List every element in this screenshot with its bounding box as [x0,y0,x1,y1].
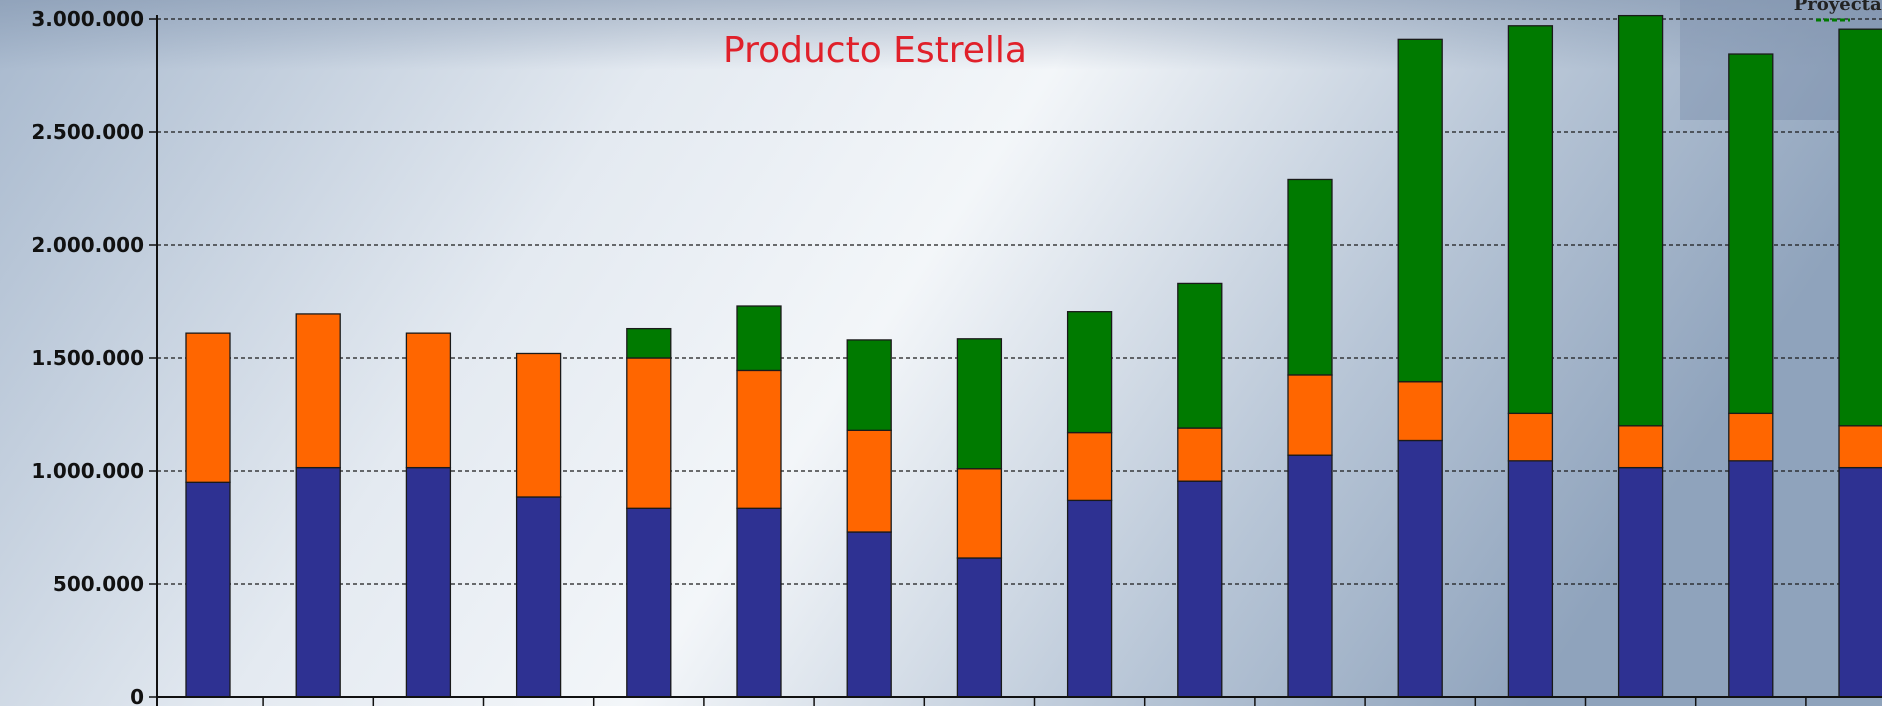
bar-segment [1287,178,1333,376]
bar-segment [1287,454,1333,698]
bar-segment [1177,282,1223,429]
y-tick-label: 1.000.000 [31,459,144,483]
bar-segment [1838,28,1882,427]
bar-segment [405,332,452,469]
bar-segment [1066,431,1113,502]
bar-segment [736,369,782,509]
bar-segment [956,468,1003,559]
chart-subtitle: Producto Estrella [723,30,1027,71]
bar-segment [185,481,231,698]
bar-segment [1397,439,1443,698]
y-tick-label: 3.000.000 [31,7,144,31]
bar-segment [846,339,892,431]
bar-segment [1287,374,1333,456]
title-band [0,0,1882,70]
bar-segment [1838,466,1882,698]
axes [149,15,1882,706]
bar-segment [185,332,231,483]
bar-segment [1617,14,1664,427]
bar-segment [626,357,672,509]
bar-segment [1838,425,1882,469]
bar-segment [736,305,782,372]
y-tick-label: 1.500.000 [31,346,144,370]
y-tick-label: 500.000 [53,572,144,596]
y-tick-label: 2.500.000 [31,120,144,144]
bar-segment [1397,381,1443,442]
bar-segment [1066,499,1113,698]
bar-segment [626,327,672,359]
y-tick-label: 0 [130,685,144,706]
bar-segment [1177,480,1223,698]
bar-segment [956,338,1003,470]
bar-segment [626,507,672,698]
y-tick-label: 2.000.000 [31,233,144,257]
bar-segment [956,557,1003,698]
bar-segment [1177,427,1223,482]
bar-segment [1728,53,1774,415]
bar-segment [846,531,892,698]
bar-segment [736,507,782,698]
projected-label: Proyectado [1794,0,1882,15]
bar-segment [1066,311,1113,434]
bar-segment [1507,460,1554,698]
bar-segment [295,313,341,469]
bar-segment [405,466,452,698]
bar-segment [515,496,562,698]
bar-segment [1728,460,1774,698]
bar-segment [1617,466,1664,698]
bar-segment [1728,412,1774,462]
bar-segment [295,466,341,698]
bar-segment [515,352,562,498]
bars [185,14,1882,698]
bar-segment [1617,425,1664,469]
bar-segment [1397,38,1443,383]
bar-segment [1507,25,1554,415]
bar-segment [846,429,892,533]
labels: 0 500.000 1.000.000 1.500.000 2.000.000 2.500… [31,7,144,706]
bar-segment [1507,412,1554,462]
